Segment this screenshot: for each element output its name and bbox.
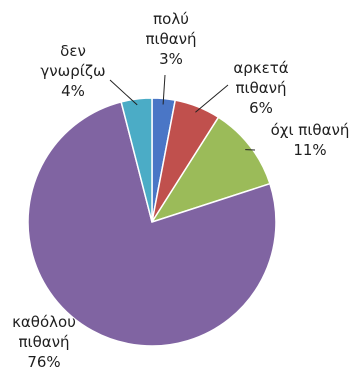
leader-line-1 [195,84,229,113]
pie-slice-2 [150,116,271,224]
slice-labels: πολύ πιθανή 3% αρκετά πιθανή 6% όχι πιθανή 11% κ… [12,10,349,371]
slice-label-line-1-1: πιθανή [235,79,286,97]
leader-lines [109,74,256,151]
slice-label-0: πολύ πιθανή 3% [145,10,196,68]
pie-slice-3 [27,100,277,347]
slice-label-line-0-0: πολύ [153,10,189,28]
slice-label-line-0-1: πιθανή [145,30,196,48]
leader-line-0 [162,74,166,105]
slice-percent-0: 3% [159,50,183,68]
slice-percent-3: 76% [27,353,60,371]
slice-label-line-4-1: γνωρίζω [40,62,105,80]
pie-slices [27,97,277,347]
slice-label-line-1-0: αρκετά [233,59,288,77]
leader-line-4 [109,79,138,106]
slice-label-4: δεν γνωρίζω 4% [40,42,105,100]
slice-label-line-3-0: καθόλου [12,313,76,331]
slice-label-1: αρκετά πιθανή 6% [233,59,288,117]
slice-label-3: καθόλου πιθανή 76% [12,313,76,371]
slice-label-line-3-1: πιθανή [18,333,69,351]
slice-label-2: όχι πιθανή 11% [271,121,350,159]
slice-percent-2: 11% [293,141,326,159]
pie-slice-4 [120,97,153,223]
slice-label-line-2-0: όχι πιθανή [271,121,350,139]
slice-label-line-4-0: δεν [60,42,86,60]
slice-percent-4: 4% [61,82,85,100]
slice-percent-1: 6% [249,99,273,117]
